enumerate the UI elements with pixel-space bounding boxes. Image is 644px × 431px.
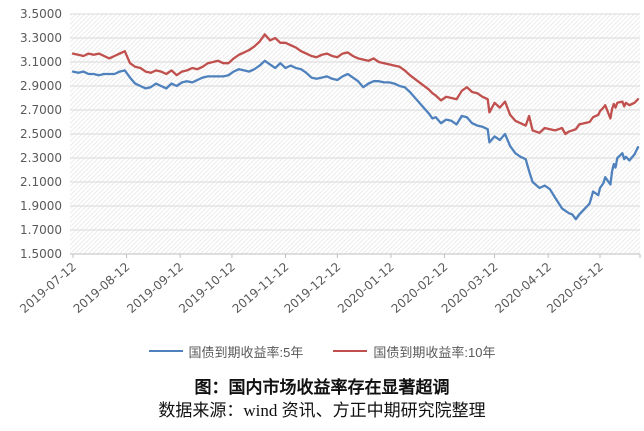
y-tick-label: 2.3000 bbox=[20, 151, 62, 165]
y-tick-label: 1.5000 bbox=[20, 247, 62, 261]
yield-line-chart: 3.5000 3.3000 3.1000 2.9000 2.7000 2.5000 2.30… bbox=[17, 7, 641, 316]
figure-title: 图：国内市场收益率存在显著超调 bbox=[194, 378, 450, 397]
figure-source: 数据来源：wind 资讯、方正中期研究院整理 bbox=[158, 401, 486, 420]
y-tick-label: 2.7000 bbox=[20, 103, 62, 117]
x-tick-label: 2020-05-12 bbox=[544, 260, 606, 316]
x-tick-label: 2020-01-12 bbox=[335, 260, 397, 316]
y-tick-label: 2.5000 bbox=[20, 127, 62, 141]
legend-label-5y: 国债到期收益率:5年 bbox=[188, 344, 304, 360]
legend-line-swatch-5y bbox=[148, 349, 183, 353]
legend-line-swatch-10y bbox=[333, 349, 368, 353]
legend-item-10y: 国债到期收益率:10年 bbox=[333, 342, 495, 361]
figure-caption: 图：国内市场收益率存在显著超调 数据来源：wind 资讯、方正中期研究院整理 bbox=[0, 376, 644, 422]
series-line-10y bbox=[71, 33, 640, 136]
x-tick-label: 2019-07-12 bbox=[17, 260, 79, 316]
series-line-5y bbox=[71, 59, 640, 221]
y-tick-label: 3.5000 bbox=[20, 7, 62, 21]
legend-item-5y: 国债到期收益率:5年 bbox=[148, 342, 304, 361]
y-tick-label: 1.7000 bbox=[20, 223, 62, 237]
y-tick-label: 3.1000 bbox=[20, 55, 62, 69]
y-tick-label: 3.3000 bbox=[20, 31, 62, 45]
y-tick-label: 2.9000 bbox=[20, 79, 62, 93]
x-tick-label: 2019-08-12 bbox=[71, 260, 133, 316]
y-tick-label: 1.9000 bbox=[20, 199, 62, 213]
legend-label-10y: 国债到期收益率:10年 bbox=[373, 344, 496, 360]
x-tick-label: 2019-12-12 bbox=[282, 260, 344, 316]
chart-legend: 国债到期收益率:5年 国债到期收益率:10年 bbox=[0, 342, 644, 360]
y-tick-label: 2.1000 bbox=[20, 175, 62, 189]
x-tick-label: 2019-10-12 bbox=[176, 260, 238, 316]
